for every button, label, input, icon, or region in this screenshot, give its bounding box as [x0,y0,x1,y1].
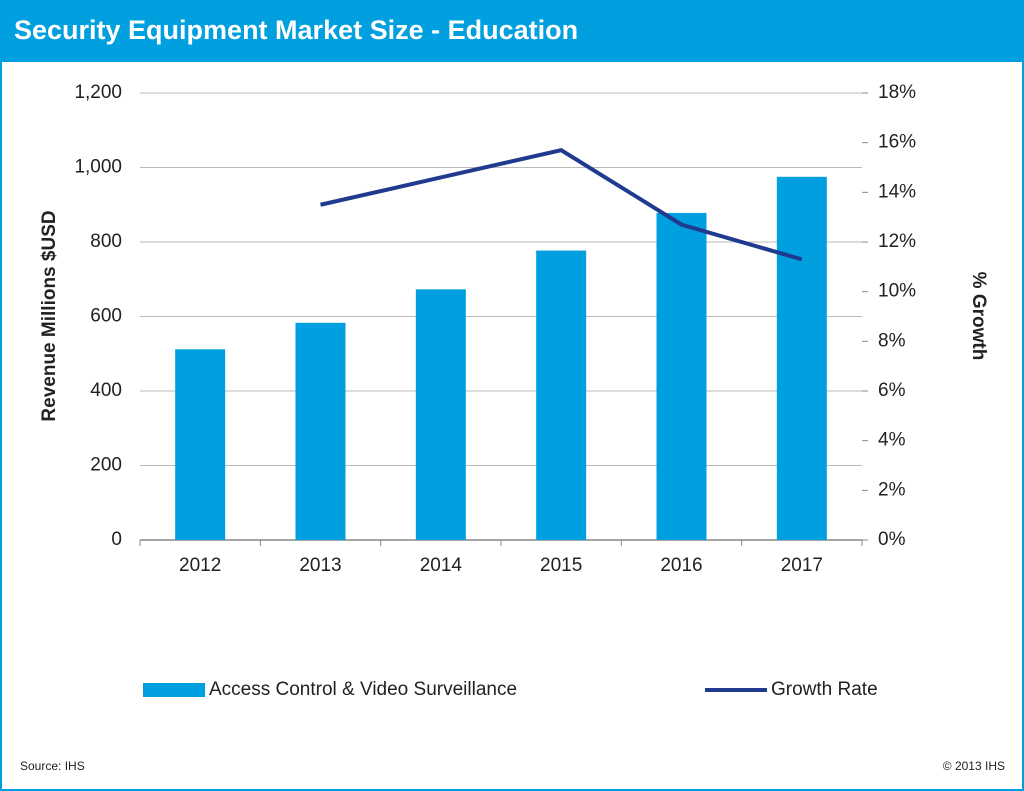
y2-tick-label: 6% [878,380,906,401]
y2-tick-label: 10% [878,281,916,302]
y2-tick-label: 0% [878,529,906,550]
line [320,147,803,262]
y-tick-label: 0 [111,529,122,550]
x-tick-label: 2013 [299,555,341,576]
y-tick-label: 400 [90,380,122,401]
legend-label: Growth Rate [771,679,878,700]
bar [295,322,346,540]
y2-tick-label: 12% [878,231,916,252]
legend-label: Access Control & Video Surveillance [209,679,517,700]
x-tick-label: 2012 [179,555,221,576]
y-tick-label: 1,200 [74,82,122,103]
y-tick-label: 1,000 [74,157,122,178]
source: Source: IHS [20,759,85,773]
y2-tick-label: 18% [878,82,916,103]
legend-swatch [143,683,205,697]
bar [536,250,587,540]
y-tick-label: 600 [90,306,122,327]
header-bar [0,0,1024,62]
x-tick-label: 2016 [660,555,702,576]
y-axis-label: Revenue Millions $USD [39,210,60,421]
bar [175,349,226,540]
y2-tick-label: 2% [878,479,906,500]
y2-tick-label: 4% [878,430,906,451]
y-tick-label: 200 [90,455,122,476]
y2-tick-label: 16% [878,132,916,153]
x-tick-label: 2014 [420,555,463,576]
bar [656,212,707,540]
y2-axis-label: % Growth [968,272,989,361]
x-tick-label: 2015 [540,555,582,576]
chart-title: Security Equipment Market Size - Educati… [14,15,578,45]
bar [415,289,466,540]
y2-tick-label: 14% [878,181,916,202]
x-tick-label: 2017 [781,555,823,576]
y-tick-label: 800 [90,231,122,252]
y2-tick-label: 8% [878,330,906,351]
copyright: © 2013 IHS [943,759,1005,773]
bar [776,176,827,540]
